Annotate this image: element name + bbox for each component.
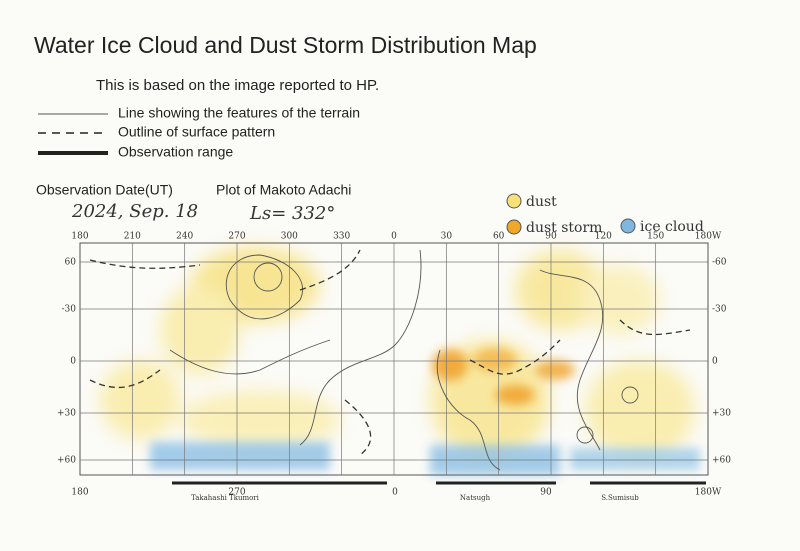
legend-text: Observation range [118, 144, 233, 160]
top-label: 180 [71, 232, 88, 242]
observer-note: Takahashi Tkumori [191, 494, 260, 502]
ls: Ls= 332° [249, 203, 335, 224]
right-label: -60 [712, 258, 727, 268]
bottom-label: 180 [71, 488, 88, 498]
left-label: +60 [57, 456, 76, 466]
top-label: 270 [228, 232, 245, 242]
observer-label: Plot of Makoto Adachi [216, 182, 351, 198]
top-label: 60 [493, 232, 505, 242]
bottom-label: 180W [695, 488, 722, 498]
top-label: 330 [333, 232, 350, 242]
top-label: 0 [391, 232, 397, 242]
top-label: 120 [595, 232, 612, 242]
left-label: 0 [70, 357, 76, 367]
date-label: Observation Date(UT) [36, 182, 173, 198]
top-label: 150 [647, 232, 664, 242]
grid [80, 243, 708, 475]
terrain-lines [169, 249, 639, 471]
observer-note: S.Sumisub [601, 494, 639, 502]
subtitle: This is based on the image reported to H… [96, 77, 379, 94]
top-label: 90 [545, 232, 557, 242]
top-label: 30 [441, 232, 453, 242]
dust-swatch [506, 193, 522, 209]
dust-storm-swatch [506, 219, 522, 235]
dust-areas [100, 247, 695, 460]
left-label: -30 [62, 305, 77, 315]
axis-labels: 180 210 240 270 300 330 0 30 60 90 120 150 180W 60 -60… [57, 232, 731, 503]
top-label: 180W [695, 232, 722, 242]
surface-pattern-outlines [89, 249, 691, 456]
top-label: 240 [176, 232, 193, 242]
right-label: -30 [712, 305, 727, 315]
right-label: +60 [712, 456, 731, 466]
legend-dust-storm: dust storm [526, 220, 602, 236]
left-label: 60 [65, 258, 77, 268]
legend-text: Outline of surface pattern [118, 124, 275, 140]
map: 180 210 240 270 300 330 0 30 60 90 120 150 180W 60 -60… [57, 232, 731, 503]
ice-cloud-swatch [620, 218, 636, 234]
observer-note: Natsugh [460, 494, 491, 502]
legend-dust: dust [526, 194, 557, 210]
bottom-label: 90 [540, 488, 552, 498]
legend-ice-cloud: ice cloud [640, 219, 704, 235]
left-label: +30 [57, 409, 76, 419]
right-label: +30 [712, 409, 731, 419]
legend-text: Line showing the features of the terrain [118, 105, 360, 121]
date: 2024, Sep. 18 [71, 201, 198, 222]
title: Water Ice Cloud and Dust Storm Distribut… [34, 32, 537, 58]
bottom-label: 270 [228, 488, 245, 498]
right-label: 0 [712, 357, 718, 367]
top-label: 210 [124, 232, 141, 242]
top-label: 300 [281, 232, 298, 242]
dust-storm-areas [432, 348, 575, 405]
bottom-label: 0 [392, 488, 398, 498]
